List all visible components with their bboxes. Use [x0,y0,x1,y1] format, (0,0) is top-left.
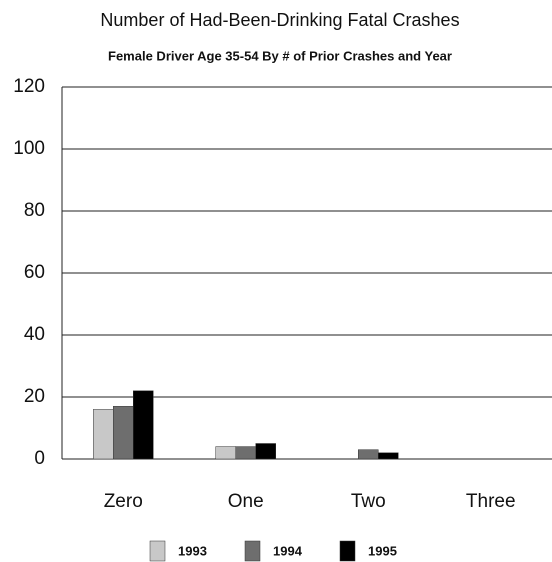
bar [113,406,134,460]
x-tick-label: One [228,491,264,512]
bar [93,409,114,460]
bar [378,452,399,460]
y-tick-label: 0 [34,448,45,469]
bar [215,446,236,460]
bar [255,443,276,460]
bar [358,449,379,460]
legend-label: 1994 [273,543,303,558]
legend-label: 1993 [178,543,207,558]
x-tick-label: Three [466,491,516,512]
y-tick-label: 120 [13,76,45,97]
y-tick-label: 20 [24,386,45,407]
bar [133,390,154,460]
chart-title: Number of Had-Been-Drinking Fatal Crashe… [100,10,459,30]
y-tick-label: 40 [24,324,45,345]
x-tick-label: Two [351,491,386,512]
y-tick-label: 60 [24,262,45,283]
legend-swatch [339,540,356,562]
legend-swatch [149,540,166,562]
y-tick-label: 80 [24,200,45,221]
chart-subtitle: Female Driver Age 35-54 By # of Prior Cr… [108,48,452,63]
legend-swatch [244,540,261,562]
bar [235,446,256,460]
x-tick-label: Zero [104,491,143,512]
y-tick-label: 100 [13,138,45,159]
legend-label: 1995 [368,543,397,558]
